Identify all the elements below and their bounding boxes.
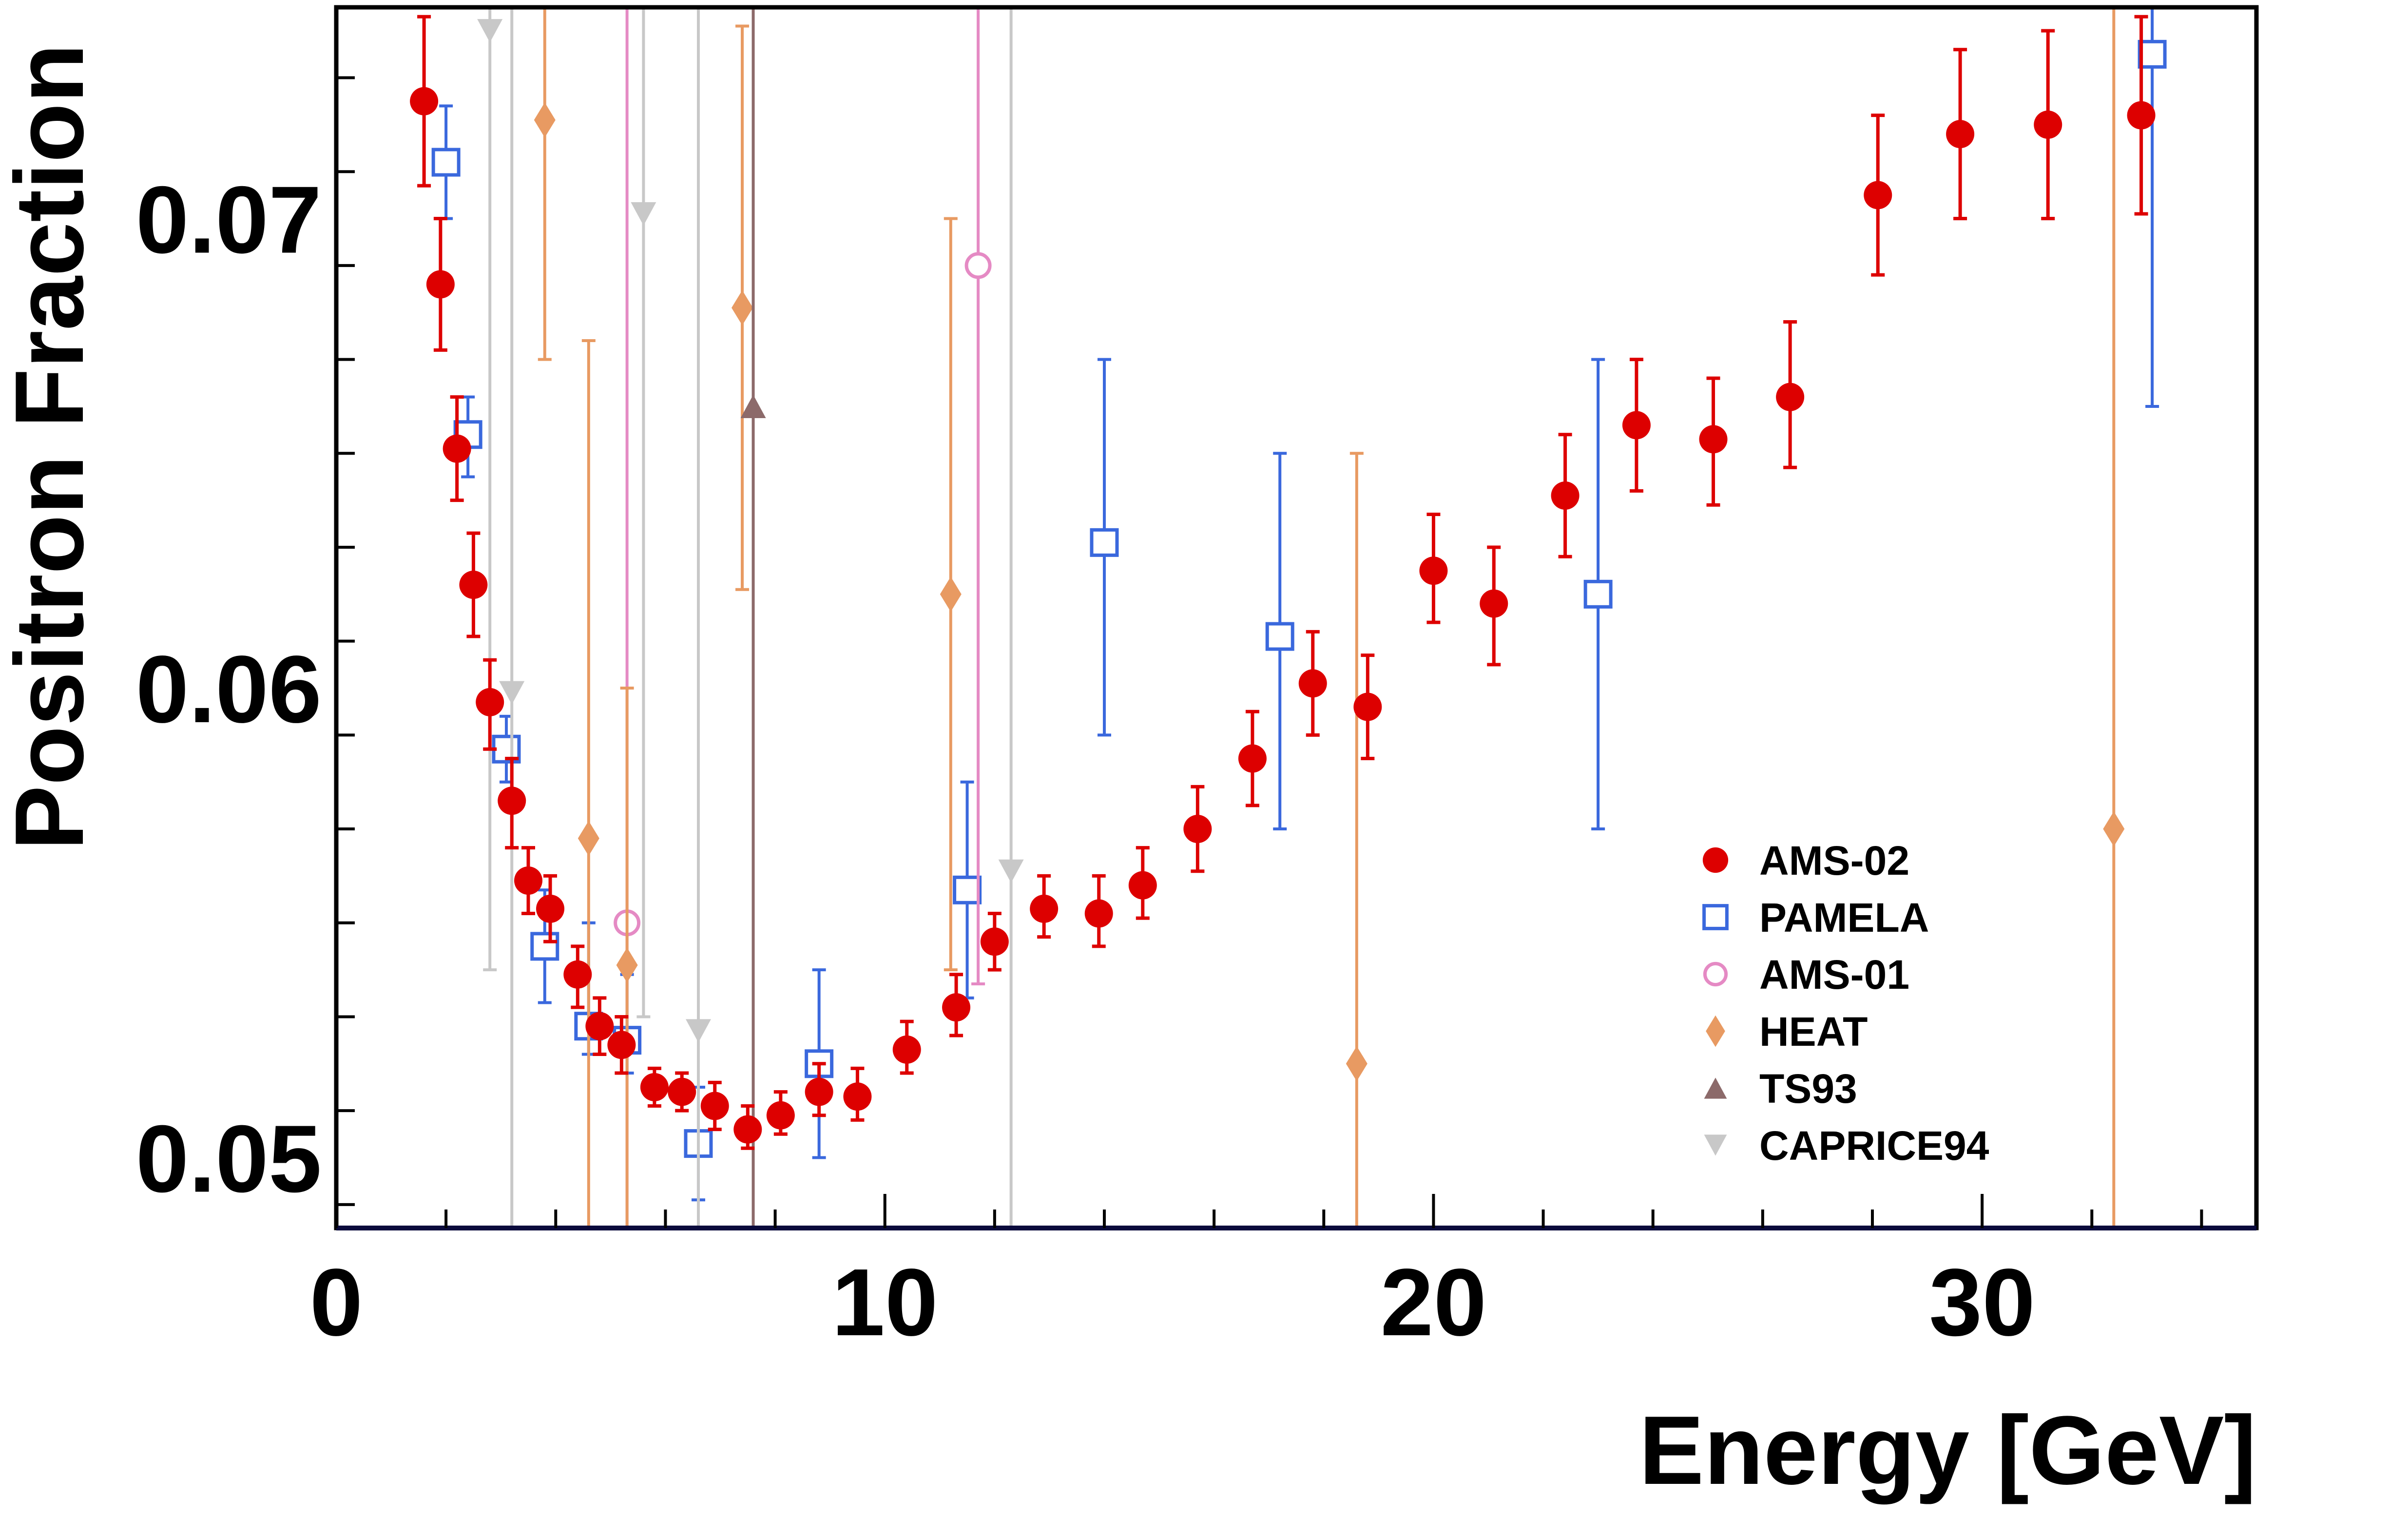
ams-02-point	[668, 1077, 696, 1106]
ams-02-point	[536, 894, 565, 923]
ams-02-point	[607, 1031, 636, 1059]
legend-marker-ams-01	[1703, 961, 1728, 987]
caprice94-point	[998, 859, 1024, 883]
series-ts93	[740, 7, 766, 1228]
ams-02-point	[843, 1082, 872, 1111]
pamela-point	[1265, 622, 1294, 651]
ams-02-point	[476, 688, 504, 716]
legend-marker-pamela	[1702, 904, 1729, 930]
ams-02-point	[766, 1101, 795, 1130]
series-ams-02	[410, 15, 2156, 1150]
x-tick-label: 30	[1929, 1249, 2035, 1356]
y-tick-label: 0.07	[136, 167, 322, 273]
legend-item-ts93: TS93	[1704, 1066, 1857, 1112]
ams-02-point	[733, 1115, 762, 1144]
ams-02-point	[1699, 425, 1728, 454]
heat-point	[940, 576, 962, 612]
heat-point	[1346, 1046, 1368, 1081]
heat-point	[2103, 811, 2125, 847]
legend-label-pamela: PAMELA	[1759, 895, 1929, 941]
ams-02-point	[2034, 110, 2062, 139]
caprice94-point	[631, 202, 656, 226]
ams-02-point	[498, 787, 526, 815]
ams-02-point	[459, 571, 488, 599]
pamela-point	[1583, 579, 1613, 609]
ams-02-point	[563, 960, 592, 989]
legend-item-caprice94: CAPRICE94	[1704, 1123, 1989, 1169]
ams-02-point	[1353, 692, 1382, 721]
series-ams-01	[614, 7, 992, 1228]
ams-02-point	[1419, 557, 1448, 585]
legend-marker-caprice94	[1704, 1134, 1727, 1156]
x-tick-label: 0	[309, 1249, 363, 1356]
ams-02-point	[892, 1035, 921, 1064]
heat-point	[534, 102, 556, 138]
legend-item-heat: HEAT	[1706, 1009, 1868, 1055]
pamela-point	[953, 875, 982, 904]
series-heat	[534, 7, 2125, 1228]
caprice94-point	[499, 681, 525, 705]
ams-02-point	[805, 1077, 833, 1106]
ams-02-point	[1298, 669, 1327, 698]
x-tick-label: 10	[832, 1249, 938, 1356]
axes: 0 10 20 30 0.05 0.06 0.07	[136, 5, 2259, 1356]
legend-marker-ams-02	[1702, 847, 1729, 873]
y-tick-label: 0.06	[136, 636, 322, 743]
y-axis-title: Positron Fraction	[0, 43, 104, 850]
legend-label-ams-02: AMS-02	[1759, 838, 1909, 883]
ams-02-point	[1030, 894, 1059, 923]
caprice94-point	[685, 1019, 711, 1043]
ams-02-point	[1946, 120, 1975, 149]
ams-02-point	[1551, 481, 1580, 510]
heat-point	[732, 290, 753, 326]
ams-02-point	[700, 1092, 729, 1120]
ams-02-point	[585, 1012, 614, 1040]
plot-marks	[410, 7, 2167, 1228]
pamela-point	[1090, 528, 1119, 557]
legend-label-ams-01: AMS-01	[1759, 952, 1909, 998]
ams-02-point	[1183, 815, 1212, 844]
ams-02-point	[640, 1073, 669, 1101]
legend-label-ts93: TS93	[1759, 1066, 1857, 1112]
series-caprice94	[477, 7, 1024, 1228]
legend-marker-ts93	[1704, 1077, 1727, 1099]
heat-point	[578, 821, 599, 856]
ams-02-point	[1128, 871, 1157, 900]
pamela-point	[2138, 39, 2167, 69]
legend-item-ams-01: AMS-01	[1703, 952, 1909, 998]
x-axis-title: Energy [GeV]	[1639, 1396, 2256, 1505]
ams-02-point	[514, 866, 542, 895]
x-tick-label: 20	[1380, 1249, 1486, 1356]
legend: AMS-02 PAMELA AMS-01 HEAT TS93 CAPRICE94	[1702, 838, 1989, 1169]
ams-02-point	[942, 993, 971, 1022]
legend-label-caprice94: CAPRICE94	[1759, 1123, 1989, 1169]
ams-02-point	[1864, 181, 1892, 210]
legend-item-pamela: PAMELA	[1702, 895, 1929, 941]
ams-02-point	[1622, 411, 1651, 440]
caprice94-point	[477, 19, 503, 43]
pamela-point	[530, 932, 559, 961]
ams-02-point	[410, 87, 439, 115]
heat-point	[616, 947, 638, 983]
ams-02-point	[2127, 101, 2156, 130]
ams-02-point	[1238, 744, 1267, 773]
ts93-point	[740, 394, 766, 418]
ams-02-point	[980, 927, 1009, 956]
ams-02-point	[426, 270, 455, 299]
ams-02-point	[1480, 589, 1508, 618]
y-tick-label: 0.05	[136, 1105, 322, 1212]
ams-02-point	[443, 434, 471, 463]
ams-02-point	[1084, 899, 1113, 928]
legend-label-heat: HEAT	[1759, 1009, 1868, 1055]
legend-marker-heat	[1706, 1015, 1725, 1047]
ams-01-point	[964, 252, 992, 279]
legend-item-ams-02: AMS-02	[1702, 838, 1909, 883]
ams-02-point	[1776, 383, 1805, 411]
pamela-point	[431, 148, 461, 177]
